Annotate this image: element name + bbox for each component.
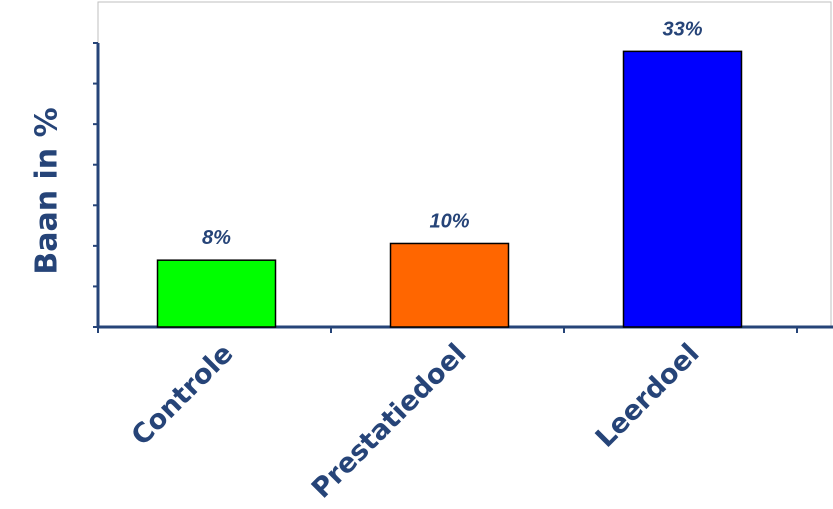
bar-prestatiedoel: [389, 242, 510, 328]
bars: [156, 50, 743, 328]
bar-controle: [156, 259, 277, 328]
y-axis-label: Baan in %: [30, 107, 65, 274]
x-tick-label-prestatiedoel: Prestatiedoel: [306, 338, 473, 505]
x-tick-label-leerdoel: Leerdoel: [590, 338, 706, 454]
x-tick-label-controle: Controle: [126, 338, 240, 452]
data-labels: 8% 10% 33%: [202, 18, 703, 249]
data-label-controle: 8%: [202, 227, 231, 249]
x-tick-labels: Controle Prestatiedoel Leerdoel: [126, 338, 706, 505]
bar-leerdoel: [622, 50, 743, 328]
data-label-prestatiedoel: 10%: [429, 210, 469, 232]
data-label-leerdoel: 33%: [662, 18, 702, 40]
